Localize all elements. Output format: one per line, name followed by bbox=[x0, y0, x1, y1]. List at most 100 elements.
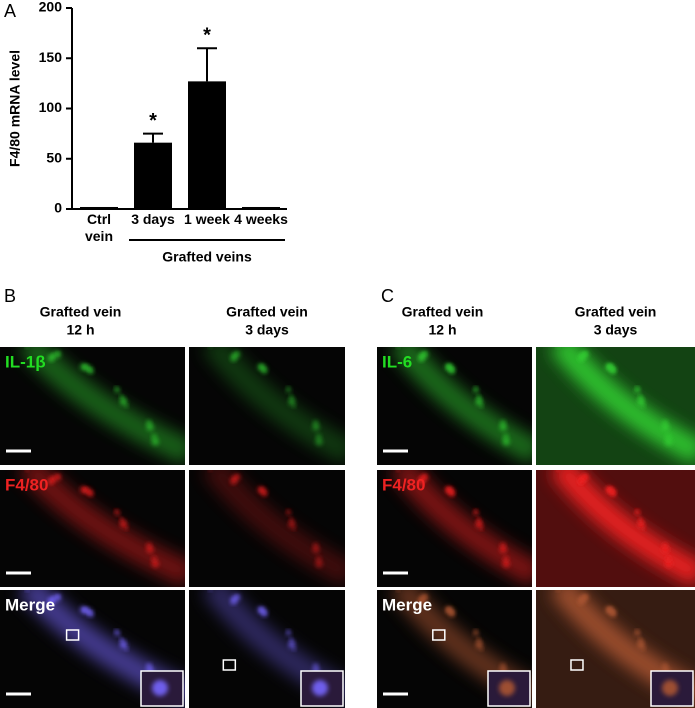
speckle bbox=[502, 438, 510, 446]
speckle bbox=[500, 663, 506, 669]
speckle bbox=[556, 590, 560, 592]
speckle bbox=[233, 593, 241, 601]
speckle bbox=[418, 599, 424, 605]
speckle bbox=[608, 488, 616, 496]
speckle bbox=[642, 527, 646, 531]
tissue-band bbox=[201, 470, 345, 587]
speckle bbox=[48, 356, 54, 362]
speckle bbox=[85, 608, 93, 616]
speckle bbox=[421, 473, 429, 481]
column-title: Grafted vein bbox=[402, 304, 484, 320]
group-label: Grafted veins bbox=[162, 249, 252, 265]
speckle bbox=[396, 347, 400, 349]
column-title: Grafted vein bbox=[575, 304, 657, 320]
speckle bbox=[146, 542, 152, 548]
roi-box bbox=[222, 659, 237, 671]
inset-cell bbox=[499, 680, 515, 696]
error-bar bbox=[197, 47, 217, 82]
speckle bbox=[608, 608, 616, 616]
speckle bbox=[480, 647, 484, 651]
micrograph: F4/80 bbox=[377, 470, 532, 587]
speckle bbox=[665, 438, 673, 446]
image-content bbox=[536, 347, 695, 465]
speckle bbox=[418, 479, 424, 485]
speckle bbox=[638, 639, 644, 645]
speckle bbox=[119, 637, 123, 641]
micrograph: Merge bbox=[0, 590, 185, 708]
speckle bbox=[313, 420, 319, 426]
speckle bbox=[208, 470, 212, 472]
speckle bbox=[151, 438, 159, 446]
micrograph bbox=[536, 470, 695, 587]
speckle bbox=[151, 560, 159, 568]
speckle bbox=[233, 473, 241, 481]
speckle bbox=[608, 365, 616, 373]
tissue-band bbox=[549, 470, 695, 587]
speckle bbox=[114, 386, 118, 390]
significance-mark: * bbox=[149, 110, 157, 132]
tissue-band bbox=[17, 347, 185, 465]
image-content bbox=[17, 470, 185, 587]
speckle bbox=[289, 396, 295, 402]
speckle bbox=[120, 639, 126, 645]
speckle bbox=[638, 517, 642, 521]
row-label: IL-6 bbox=[382, 352, 412, 371]
speckle bbox=[119, 517, 123, 521]
panel-label: C bbox=[381, 286, 394, 306]
speckle bbox=[642, 404, 646, 408]
speckle bbox=[635, 386, 639, 390]
speckle bbox=[418, 356, 424, 362]
speckle bbox=[289, 394, 293, 398]
speckle bbox=[25, 347, 29, 349]
speckle bbox=[260, 608, 268, 616]
speckle bbox=[556, 347, 560, 349]
micrograph bbox=[189, 470, 345, 587]
speckle bbox=[476, 396, 482, 402]
speckle bbox=[447, 608, 455, 616]
speckle bbox=[312, 546, 320, 554]
roi-box bbox=[570, 659, 584, 671]
speckle bbox=[316, 434, 322, 440]
row-label: F4/80 bbox=[5, 475, 48, 494]
speckle bbox=[474, 629, 478, 633]
speckle bbox=[208, 347, 212, 349]
speckle bbox=[480, 527, 484, 531]
row-label: F4/80 bbox=[382, 475, 425, 494]
micrograph bbox=[189, 590, 345, 708]
speckle bbox=[292, 647, 296, 651]
image-content bbox=[536, 470, 695, 587]
inset bbox=[300, 670, 344, 707]
speckle bbox=[503, 434, 509, 440]
row-label: IL-1β bbox=[5, 352, 46, 371]
micrograph: IL-1β bbox=[0, 347, 185, 465]
column-title: Grafted vein bbox=[40, 304, 122, 320]
speckle bbox=[146, 420, 152, 426]
panel-label: A bbox=[4, 1, 16, 21]
x-tick-label: Ctrl vein bbox=[84, 211, 113, 244]
speckle bbox=[48, 479, 54, 485]
speckle bbox=[476, 639, 482, 645]
speckle bbox=[230, 479, 236, 485]
column-time: 3 days bbox=[245, 322, 289, 338]
panel-label: B bbox=[4, 286, 16, 306]
speckle bbox=[85, 365, 93, 373]
speckle bbox=[665, 560, 673, 568]
speckle bbox=[665, 556, 671, 562]
column-time: 12 h bbox=[428, 322, 456, 338]
bar bbox=[242, 206, 280, 209]
speckle bbox=[286, 629, 290, 633]
speckle bbox=[474, 386, 478, 390]
y-tick-label: 0 bbox=[54, 200, 62, 216]
speckle bbox=[502, 560, 510, 568]
roi-box bbox=[65, 629, 80, 641]
speckle bbox=[635, 629, 639, 633]
speckle bbox=[477, 394, 481, 398]
speckle bbox=[662, 542, 668, 548]
speckle bbox=[503, 556, 509, 562]
image-content bbox=[389, 470, 532, 587]
image-content bbox=[17, 347, 185, 465]
tissue-band bbox=[201, 347, 345, 465]
speckle bbox=[396, 590, 400, 592]
image-content bbox=[201, 470, 345, 587]
